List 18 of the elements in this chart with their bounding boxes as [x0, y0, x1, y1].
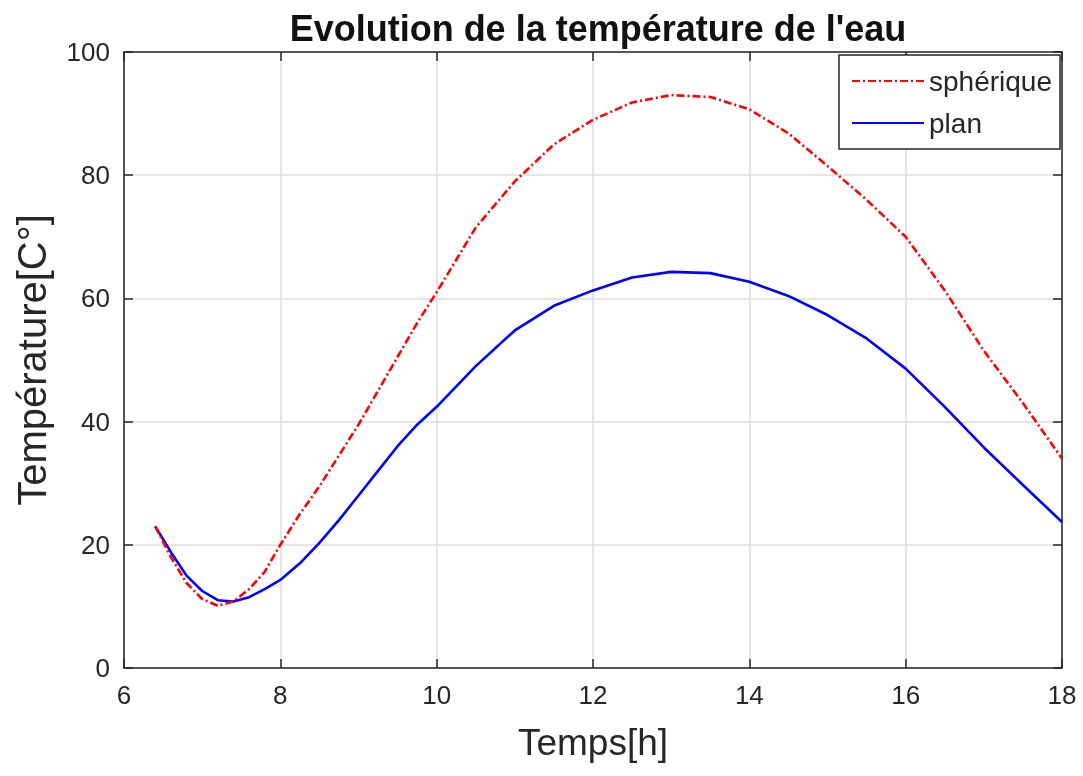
- y-tick-label: 80: [81, 160, 110, 191]
- x-tick-label: 16: [891, 680, 921, 710]
- y-tick-label: 60: [81, 283, 110, 314]
- x-tick-label: 6: [116, 680, 132, 710]
- y-tick-label: 0: [95, 653, 110, 683]
- x-tick-label: 12: [578, 680, 608, 710]
- x-tick-label: 10: [422, 680, 452, 710]
- legend-label: plan: [929, 107, 982, 139]
- x-axis-title: Temps[h]: [517, 722, 669, 763]
- x-tick-label: 14: [734, 680, 764, 710]
- x-tick-label: 18: [1047, 680, 1077, 710]
- y-axis-title: Température[C°]: [10, 214, 54, 506]
- y-tick-label: 100: [66, 37, 110, 67]
- legend-label: sphérique: [929, 65, 1053, 97]
- x-tick-label: 8: [273, 680, 288, 710]
- y-tick-label: 20: [81, 529, 110, 560]
- y-tick-label: 40: [81, 406, 110, 437]
- chart-title: Evolution de la température de l'eau: [289, 7, 907, 49]
